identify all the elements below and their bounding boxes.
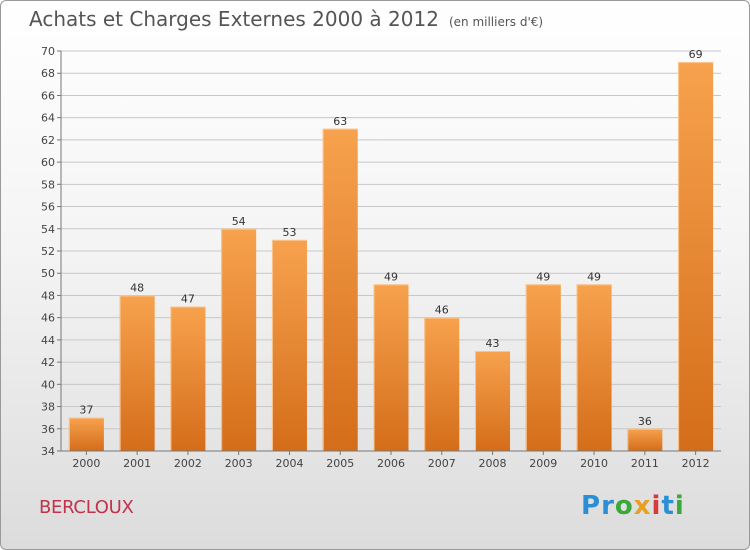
bar-value-label: 47 xyxy=(181,293,195,306)
y-tick-label: 48 xyxy=(41,289,55,302)
bar xyxy=(678,62,714,451)
x-tick-label: 2007 xyxy=(428,457,456,470)
chart-title: Achats et Charges Externes 2000 à 2012 (e… xyxy=(29,7,543,31)
y-tick-label: 40 xyxy=(41,378,55,391)
bar-value-label: 37 xyxy=(79,404,93,417)
logo-letter: x xyxy=(633,491,652,521)
y-tick-label: 66 xyxy=(41,89,55,102)
bar-value-label: 63 xyxy=(333,115,347,128)
bar-value-label: 48 xyxy=(130,281,144,294)
bar-value-label: 49 xyxy=(587,270,601,283)
x-tick-label: 2000 xyxy=(72,457,100,470)
y-tick-label: 54 xyxy=(41,223,55,236)
bar-value-label: 49 xyxy=(536,270,550,283)
y-tick-label: 56 xyxy=(41,201,55,214)
axes: 34 36 38 40 42 44 46 48 50 52 54 56 58 60 62 64 66 68 70 20… xyxy=(41,45,721,470)
bar-value-label: 54 xyxy=(232,215,246,228)
y-tick-label: 50 xyxy=(41,267,55,280)
y-tick-label: 70 xyxy=(41,45,55,58)
bar-value-label: 53 xyxy=(282,226,296,239)
x-tick-label: 2001 xyxy=(123,457,151,470)
bars: 37 48 47 54 53 63 49 46 43 49 49 36 69 xyxy=(68,48,714,451)
y-tick-label: 46 xyxy=(41,312,55,325)
bar xyxy=(373,284,409,451)
logo-letter: t xyxy=(661,491,675,521)
y-tick-label: 62 xyxy=(41,134,55,147)
chart-title-text: Achats et Charges Externes 2000 à 2012 xyxy=(29,7,439,31)
bar-value-label: 46 xyxy=(435,304,449,317)
y-tick-label: 36 xyxy=(41,423,55,436)
bar xyxy=(322,128,358,451)
x-tick-label: 2005 xyxy=(326,457,354,470)
x-tick-label: 2011 xyxy=(631,457,659,470)
bar xyxy=(576,284,612,451)
place-name: BERCLOUX xyxy=(39,497,134,518)
bar xyxy=(68,417,104,451)
bar xyxy=(170,306,206,451)
bar-value-label: 49 xyxy=(384,270,398,283)
y-tick-label: 34 xyxy=(41,445,55,458)
bar xyxy=(475,351,511,451)
proxiti-logo[interactable]: Proxiti xyxy=(581,491,685,521)
x-tick-label: 2012 xyxy=(682,457,710,470)
chart-subtitle: (en milliers d'€) xyxy=(448,15,544,29)
x-tick-label: 2003 xyxy=(225,457,253,470)
y-tick-label: 42 xyxy=(41,356,55,369)
logo-letter: i xyxy=(674,491,685,521)
bar-value-label: 36 xyxy=(638,415,652,428)
y-tick-label: 52 xyxy=(41,245,55,258)
bar xyxy=(525,284,561,451)
y-tick-label: 38 xyxy=(41,401,55,414)
y-tick-label: 60 xyxy=(41,156,55,169)
logo-letter: r xyxy=(601,491,615,521)
bar xyxy=(271,239,307,451)
bar-value-label: 69 xyxy=(689,48,703,61)
logo-letter: P xyxy=(581,491,602,521)
y-tick-label: 68 xyxy=(41,67,55,80)
y-tick-label: 58 xyxy=(41,178,55,191)
x-tick-label: 2010 xyxy=(580,457,608,470)
x-tick-label: 2009 xyxy=(529,457,557,470)
y-tick-label: 44 xyxy=(41,334,55,347)
bar xyxy=(424,317,460,451)
logo-letter: o xyxy=(614,491,634,521)
x-tick-label: 2008 xyxy=(479,457,507,470)
bar xyxy=(627,428,663,451)
x-tick-label: 2002 xyxy=(174,457,202,470)
x-tick-label: 2006 xyxy=(377,457,405,470)
bar xyxy=(221,228,257,451)
bar xyxy=(119,295,155,451)
y-tick-label: 64 xyxy=(41,112,55,125)
x-tick-label: 2004 xyxy=(275,457,303,470)
bar-value-label: 43 xyxy=(486,337,500,350)
logo-letter: i xyxy=(651,491,662,521)
